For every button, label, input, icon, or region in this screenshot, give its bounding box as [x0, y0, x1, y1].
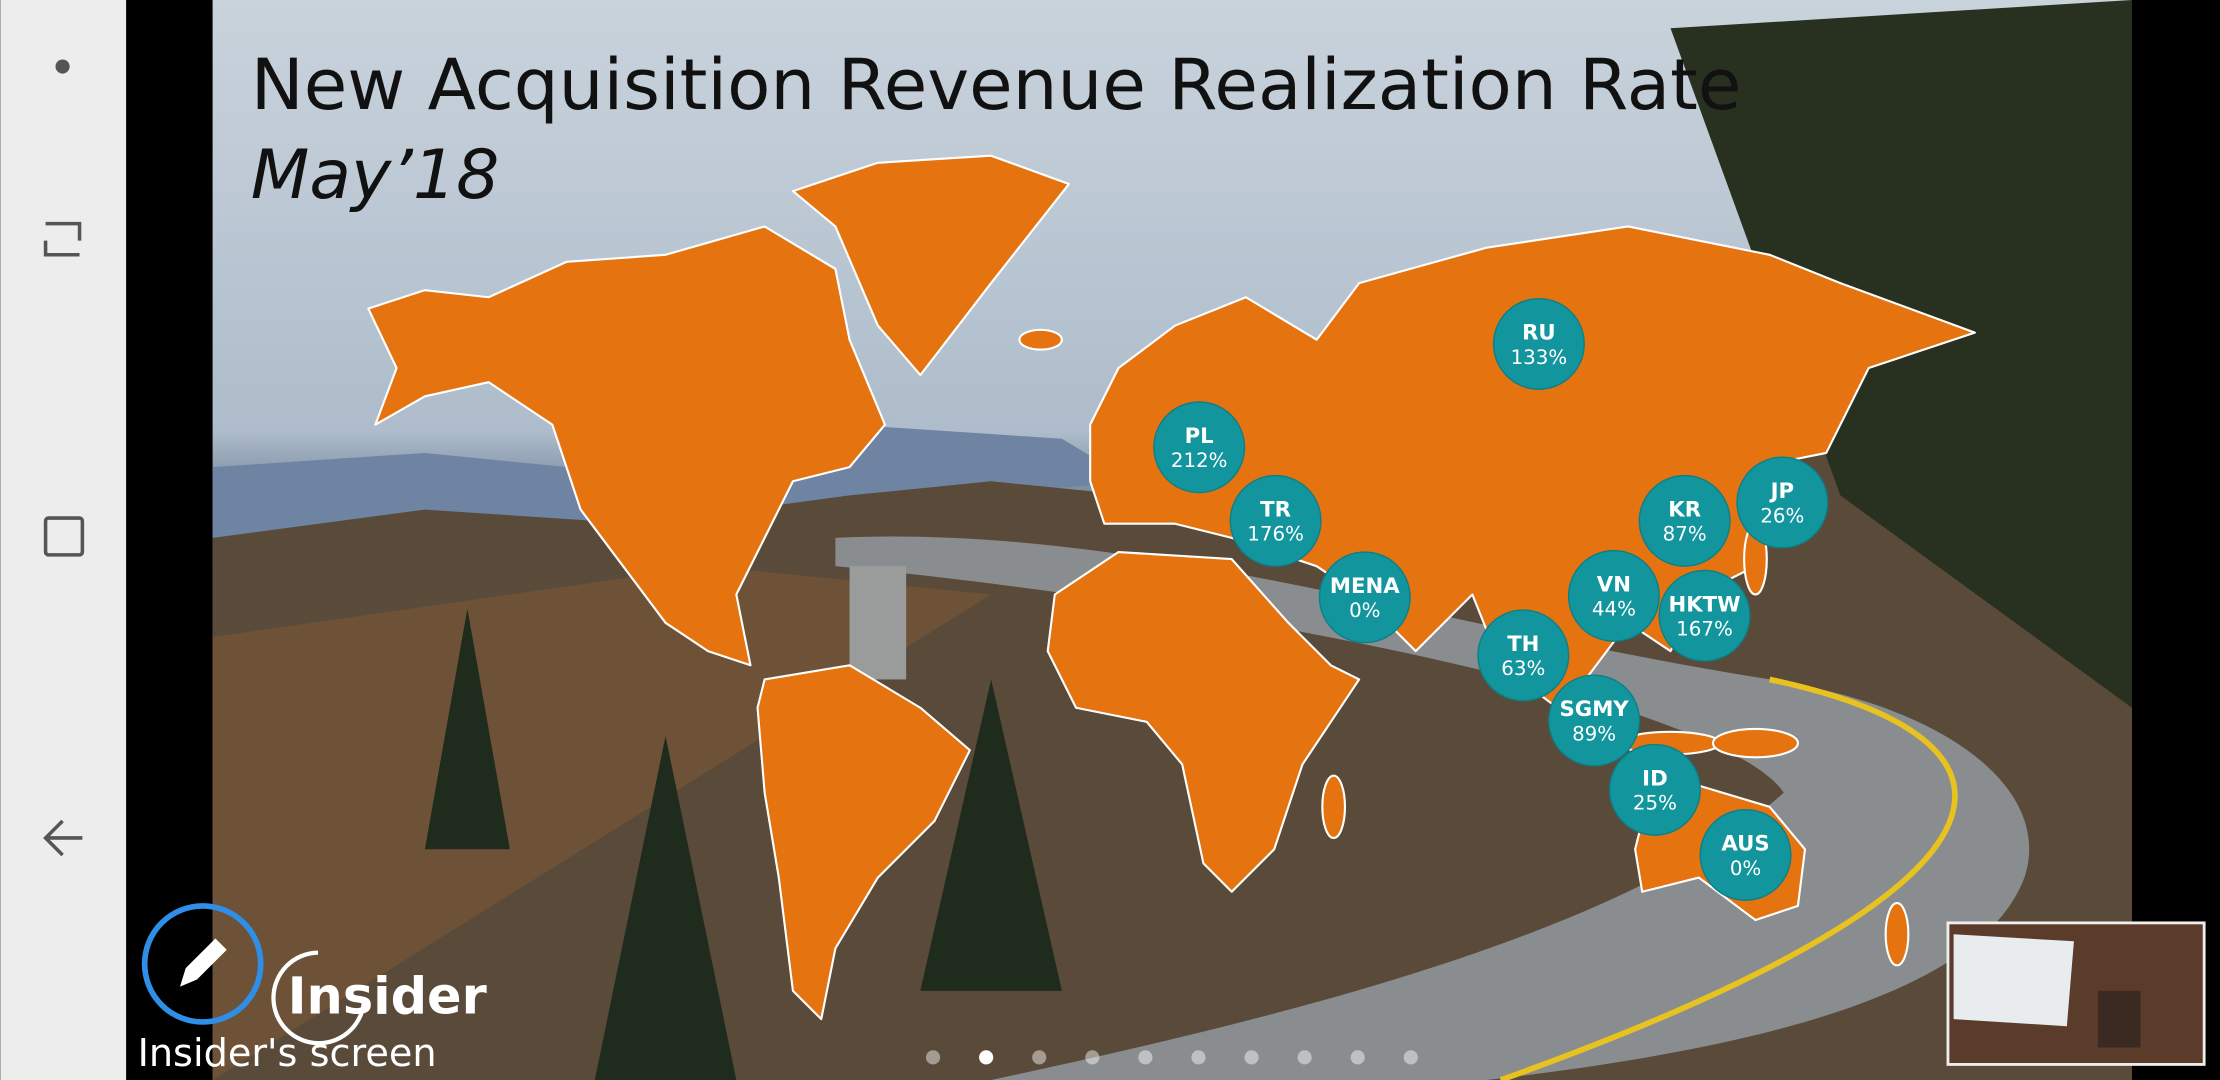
region-code: SGMY: [1559, 697, 1629, 722]
region-rate: 63%: [1501, 657, 1545, 680]
marker-circle: [1318, 551, 1411, 644]
recent-apps-button[interactable]: [43, 221, 82, 257]
region-rate: 167%: [1676, 618, 1733, 641]
page-dot: [979, 1050, 994, 1065]
pencil-icon: [180, 938, 227, 987]
page-dot: [925, 1050, 941, 1065]
page-dot: [1350, 1050, 1365, 1065]
back-button[interactable]: [43, 819, 83, 857]
region-rate: 133%: [1511, 346, 1568, 369]
region-code: HKTW: [1668, 592, 1740, 617]
region-rate: 44%: [1592, 598, 1636, 621]
region-rate: 0%: [1349, 599, 1380, 622]
page-dot: [1403, 1050, 1418, 1065]
presenter-label: Insider's screen: [138, 1032, 437, 1076]
annotate-button[interactable]: [141, 903, 264, 1025]
marker-circle: [1638, 474, 1731, 567]
marker-circle: [1699, 808, 1792, 901]
page-dot: [1138, 1050, 1153, 1065]
marker-circle: [1658, 569, 1751, 662]
page-dot: [1032, 1050, 1047, 1065]
camera-thumbnail[interactable]: [1946, 921, 2206, 1066]
region-code: ID: [1642, 767, 1668, 792]
letterbox: [2131, 0, 2220, 1080]
region-rate: 0%: [1730, 857, 1761, 880]
marker-circle: [1492, 297, 1585, 390]
marker-circle: [1736, 456, 1829, 549]
region-code: MENA: [1330, 574, 1400, 599]
region-rate: 26%: [1760, 504, 1804, 527]
region-code: RU: [1522, 321, 1556, 346]
region-code: JP: [1769, 479, 1794, 504]
page-dot: [1297, 1050, 1312, 1065]
letterbox: [126, 0, 213, 1080]
nav-bar: [0, 0, 127, 1080]
marker-circle: [1229, 474, 1322, 567]
marker-circle: [1477, 609, 1570, 702]
nav-dot[interactable]: [55, 59, 70, 74]
region-code: KR: [1668, 498, 1701, 523]
page-dot: [1244, 1050, 1259, 1065]
region-code: PL: [1185, 424, 1214, 449]
region-rate: 87%: [1663, 523, 1707, 546]
region-code: VN: [1597, 573, 1631, 598]
slide-title: New Acquisition Revenue Realization Rate: [251, 43, 1742, 126]
region-code: TH: [1507, 632, 1539, 657]
region-rate: 176%: [1247, 523, 1304, 546]
slide-subtitle: May’18: [251, 136, 500, 215]
region-code: TR: [1260, 498, 1291, 523]
logo-ring: [271, 950, 367, 1046]
marker-circle: [1153, 401, 1246, 494]
marker-circle: [1608, 743, 1701, 836]
pagination: [925, 1050, 1418, 1065]
logo: Insider: [288, 967, 487, 1026]
home-button[interactable]: [43, 516, 85, 557]
region-code: AUS: [1721, 832, 1769, 857]
page-dot: [1085, 1050, 1100, 1065]
slide-background: [212, 0, 2132, 1080]
page-dot: [1191, 1050, 1206, 1065]
region-rate: 89%: [1572, 722, 1616, 745]
region-rate: 25%: [1633, 792, 1677, 815]
marker-circle: [1567, 549, 1660, 642]
region-rate: 212%: [1171, 449, 1228, 472]
marker-circle: [1548, 674, 1641, 767]
